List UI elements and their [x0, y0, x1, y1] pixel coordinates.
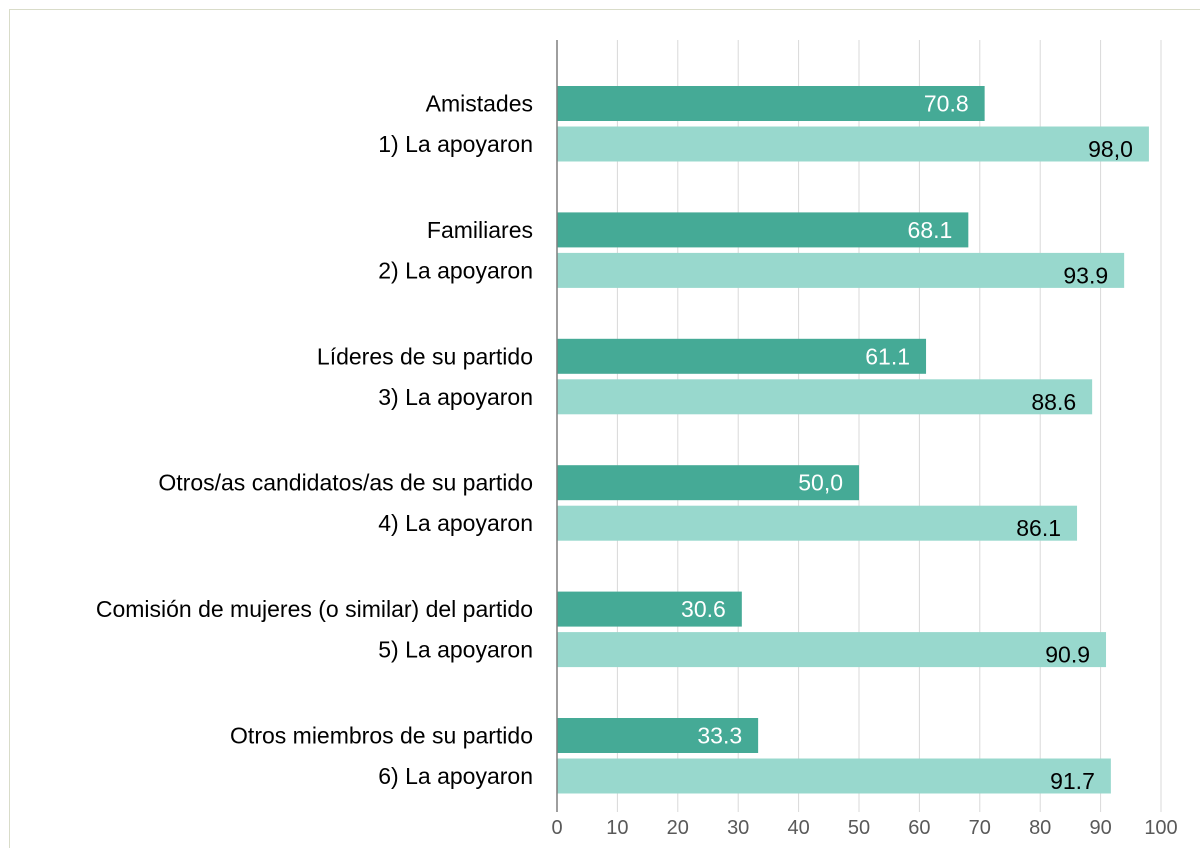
category-label-5: Líderes de su partido [317, 343, 533, 369]
value-label-3: 68.1 [908, 217, 953, 243]
x-tick-label-80: 80 [1029, 817, 1051, 839]
x-tick-label-10: 10 [606, 817, 628, 839]
x-tick-label-70: 70 [969, 817, 991, 839]
category-label-3: Familiares [427, 217, 533, 243]
value-label-9: 30.6 [681, 596, 726, 622]
gridlines [616, 40, 1162, 812]
bar-4 [557, 252, 1125, 288]
bars [557, 86, 1149, 794]
bar-5 [557, 338, 927, 374]
value-label-11: 33.3 [697, 723, 742, 749]
value-label-8: 86.1 [1016, 515, 1061, 541]
bar-11 [557, 718, 759, 753]
value-label-2: 98,0 [1088, 136, 1133, 162]
x-tick-label-90: 90 [1089, 817, 1111, 839]
x-tick-label-20: 20 [667, 817, 689, 839]
category-label-4: 2) La apoyaron [378, 257, 533, 283]
bar-7 [557, 465, 859, 501]
category-label-8: 4) La apoyaron [378, 510, 533, 536]
bar-12 [557, 758, 1111, 794]
category-label-10: 5) La apoyaron [378, 637, 533, 663]
bar-9 [557, 591, 742, 627]
category-label-12: 6) La apoyaron [378, 763, 533, 789]
value-labels: 70.8 98,0 68.1 93.9 61.1 88.6 50,0 86.1 30.6 90.9… [681, 91, 1133, 795]
value-label-12: 91.7 [1050, 768, 1095, 794]
x-tick-label-50: 50 [848, 817, 870, 839]
bar-3 [557, 212, 969, 248]
category-label-2: 1) La apoyaron [378, 131, 533, 157]
category-label-9: Comisión de mujeres (o similar) del part… [96, 596, 533, 622]
x-tick-labels: 0 10 20 30 40 50 60 70 80 90 100 [551, 817, 1177, 839]
value-label-7: 50,0 [798, 470, 843, 496]
category-labels: Amistades 1) La apoyaron Familiares 2) La a… [96, 91, 533, 790]
category-label-7: Otros/as candidatos/as de su partido [158, 470, 533, 496]
bar-8 [557, 505, 1078, 541]
bar-10 [557, 632, 1107, 668]
x-tick-label-30: 30 [727, 817, 749, 839]
bar-2 [557, 126, 1149, 162]
x-tick-label-100: 100 [1144, 817, 1177, 839]
bar-1 [557, 86, 985, 121]
bar-6 [557, 379, 1093, 415]
value-label-1: 70.8 [924, 91, 969, 117]
value-label-5: 61.1 [865, 343, 910, 369]
category-label-6: 3) La apoyaron [378, 384, 533, 410]
category-label-1: Amistades [426, 91, 533, 117]
x-tick-label-60: 60 [908, 817, 930, 839]
value-label-6: 88.6 [1031, 389, 1076, 415]
value-label-10: 90.9 [1045, 642, 1090, 668]
x-tick-label-0: 0 [551, 817, 562, 839]
category-label-11: Otros miembros de su partido [230, 723, 533, 749]
value-label-4: 93.9 [1063, 262, 1108, 288]
x-tick-label-40: 40 [787, 817, 809, 839]
chart-frame [9, 9, 1200, 848]
